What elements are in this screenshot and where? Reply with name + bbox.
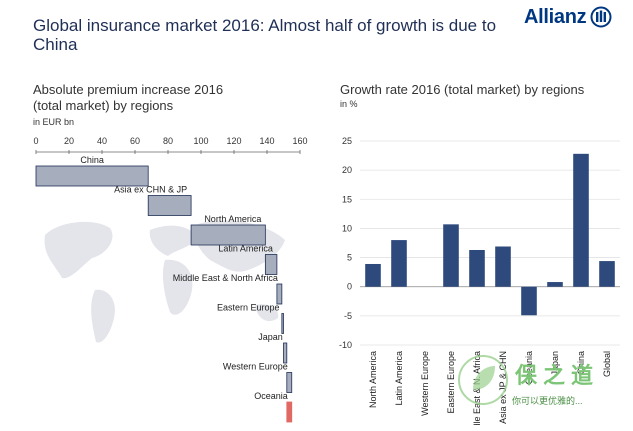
right-unit: in % [340,99,358,109]
waterfall-category-label: Oceania [254,391,288,401]
brand-logo: Allianz [524,6,612,28]
x-category-label: Oceania [524,351,534,385]
growth-bar [573,153,589,287]
page-title: Global insurance market 2016: Almost hal… [33,16,497,54]
waterfall-category-label: Middle East & North Africa [173,273,278,283]
y-tick-label: 25 [342,136,352,146]
x-category-label: Latin America [394,351,404,406]
x-tick-label: 160 [292,136,307,146]
right-subtitle: Growth rate 2016 (total market) by regio… [340,82,585,97]
brand-name: Allianz [524,5,587,28]
left-subtitle-line1: Absolute premium increase 2016 [33,82,224,97]
watermark-leaf-icon [458,355,508,405]
waterfall-bar [286,401,293,423]
waterfall-category-label: Asia ex CHN & JP [114,185,187,195]
watermark-subtext: 你可以更优雅的... [512,396,583,406]
x-tick-label: 80 [163,136,173,146]
waterfall-category-label: Eastern Europe [217,303,280,313]
left-unit: in EUR bn [33,117,75,127]
x-category-label: North America [368,351,378,408]
waterfall-bar [286,372,293,393]
growth-bar [521,286,537,316]
waterfall-bar [264,254,278,275]
growth-bar [469,249,485,287]
growth-bar [599,261,615,287]
x-tick-label: 40 [97,136,107,146]
y-tick-label: 5 [347,253,352,263]
waterfall-category-label: China [80,155,104,165]
y-tick-label: 10 [342,223,352,233]
y-tick-label: -10 [339,340,352,350]
waterfall-bar [147,195,192,216]
waterfall-bar [35,165,149,187]
x-category-label: Asia ex JP & CHN [498,351,508,424]
y-tick-label: 15 [342,194,352,204]
x-category-label: Japan [550,351,560,376]
x-tick-label: 0 [33,136,38,146]
x-category-label: China [576,351,586,375]
watermark-text: 保之道 [515,363,600,388]
x-tick-label: 140 [259,136,274,146]
growth-bar [365,263,381,287]
x-tick-label: 120 [226,136,241,146]
waterfall-bar [276,283,283,305]
x-category-label: Eastern Europe [446,351,456,414]
x-category-label: Global [602,351,612,377]
world-map-background [44,220,285,343]
waterfall-category-label: North America [204,214,261,224]
waterfall-bar [281,313,284,334]
growth-bar [391,240,407,287]
waterfall-category-label: Western Europe [223,362,288,372]
y-tick-label: 0 [347,282,352,292]
waterfall-chart: 0 20 40 60 80 100 120 140 160 China Asia ex CHN &… [33,136,308,423]
y-tick-label: -5 [344,311,352,321]
y-tick-label: 20 [342,165,352,175]
watermark: 保之道 你可以更优雅的... [455,352,630,412]
x-tick-label: 60 [130,136,140,146]
x-tick-label: 100 [193,136,208,146]
waterfall-category-label: Japan [258,332,283,342]
waterfall-bar [190,224,266,246]
waterfall-bar [283,342,288,364]
growth-bar [495,246,511,287]
x-category-label: Western Europe [420,351,430,416]
growth-bar [443,224,459,287]
x-tick-label: 20 [64,136,74,146]
left-subtitle-line2: (total market) by regions [33,98,174,113]
growth-bar [547,282,563,287]
allianz-eagle-icon [590,6,612,28]
waterfall-category-label: Latin America [218,244,273,254]
